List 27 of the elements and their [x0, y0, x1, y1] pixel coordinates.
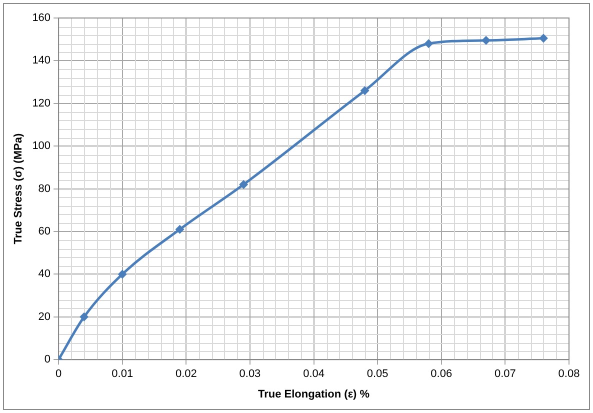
x-tick-label: 0.02 — [175, 368, 197, 380]
point — [360, 86, 370, 96]
x-tick-label: 0 — [55, 368, 62, 380]
y-axis-title: True Stress (σ) (MPa) — [12, 133, 25, 244]
x-tick-label: 0.04 — [303, 368, 324, 380]
y-tick-label: 120 — [32, 97, 51, 110]
x-tick-label: 0.05 — [366, 368, 388, 380]
x-tick-label: 0.01 — [112, 368, 134, 380]
point — [80, 312, 89, 322]
point — [118, 270, 127, 279]
y-tick-label: 80 — [38, 182, 51, 195]
x-tick-label: 0.03 — [239, 368, 261, 380]
y-tick-label: 20 — [38, 310, 51, 323]
x-tick-label: 0.06 — [430, 368, 452, 380]
point — [175, 224, 184, 234]
y-tick-label: 40 — [38, 268, 51, 280]
y-tick-label: 140 — [32, 54, 51, 67]
x-axis-title: True Elongation (ε) % — [258, 388, 370, 400]
point — [239, 180, 248, 190]
x-tick-label: 0.07 — [494, 368, 516, 380]
point — [424, 39, 434, 48]
y-tick-label: 100 — [32, 140, 51, 152]
point — [538, 34, 548, 43]
y-tick-label: 160 — [32, 12, 51, 24]
y-tick-label: 60 — [38, 226, 51, 238]
x-tick-label: 0.08 — [558, 368, 580, 380]
y-tick-label: 0 — [44, 354, 51, 366]
